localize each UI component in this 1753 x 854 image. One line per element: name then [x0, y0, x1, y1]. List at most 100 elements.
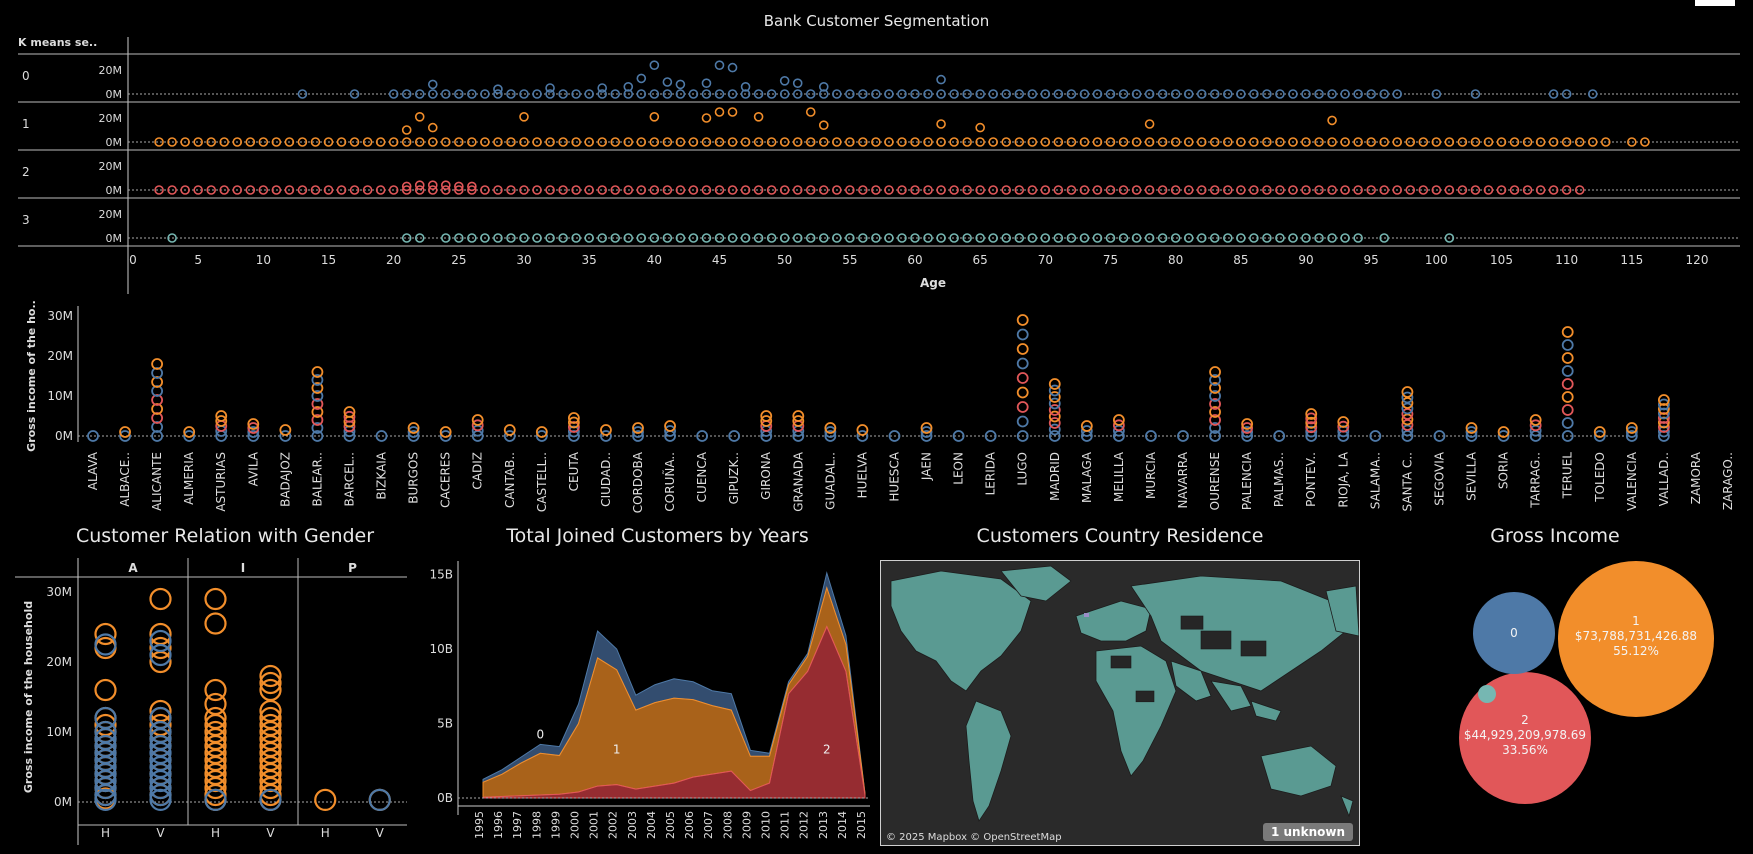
relation-gender-chart[interactable]: Gross income of the household 0M 10M 20M 30M… — [0, 555, 420, 854]
age-point — [923, 137, 933, 147]
x-tick: 2003 — [626, 811, 639, 839]
age-point — [1183, 233, 1194, 243]
age-point — [1288, 89, 1298, 99]
age-point — [936, 185, 946, 195]
age-point — [349, 137, 360, 147]
age-point — [1014, 89, 1025, 99]
province-point — [119, 430, 131, 442]
unfilled-country — [1200, 630, 1232, 650]
province-point — [151, 430, 164, 442]
province-point — [824, 426, 837, 438]
province-point — [311, 422, 324, 434]
age-point — [949, 233, 959, 243]
category-label: SALAMA.. — [1368, 452, 1382, 509]
province-point — [471, 414, 484, 426]
province-point — [567, 425, 580, 438]
age-point — [532, 137, 542, 147]
age-point — [623, 137, 634, 147]
province-point — [343, 410, 356, 423]
category-label: TERUEL — [1561, 452, 1575, 500]
age-point — [401, 137, 412, 147]
age-scatter-chart[interactable]: K means se.. 0 20M 0M 1 20M 0M 2 20M 0M 3 20M 0M 0 5 10… — [0, 34, 1753, 294]
age-point — [962, 89, 972, 99]
province-point — [1080, 425, 1093, 437]
age-point — [1379, 89, 1389, 99]
province-point — [1561, 365, 1574, 377]
land-shape — [1210, 680, 1252, 712]
age-point — [401, 89, 412, 99]
province-income-chart[interactable]: Gross income of the ho.. 0M 10M 20M 30M ALAVA… — [0, 296, 1753, 514]
relation-point — [149, 783, 172, 807]
age-point — [818, 137, 829, 147]
age-point — [884, 233, 894, 243]
category-label: LUGO — [1016, 452, 1030, 486]
age-point — [897, 185, 907, 195]
province-point — [1016, 314, 1029, 326]
x-tick: 2004 — [645, 811, 658, 839]
category-label: HUELVA — [855, 451, 869, 498]
area-label: 1 — [613, 742, 621, 756]
age-point — [1431, 185, 1442, 195]
age-point — [1236, 185, 1246, 195]
age-point — [284, 137, 295, 147]
category-label: SEVILLA — [1465, 451, 1479, 501]
y-tick: 10M — [47, 389, 73, 403]
province-point — [952, 430, 965, 442]
age-point — [1483, 185, 1494, 195]
age-point — [440, 180, 451, 190]
unknown-badge[interactable]: 1 unknown — [1262, 823, 1353, 841]
age-point — [675, 89, 686, 99]
age-point — [805, 89, 816, 99]
province-point — [247, 426, 260, 438]
age-point — [480, 185, 490, 195]
province-point — [183, 430, 196, 442]
dashboard-title: Bank Customer Segmentation — [763, 12, 990, 30]
x-tick: 2000 — [569, 811, 582, 839]
category-label: MELILLA — [1112, 451, 1126, 502]
age-point — [1183, 89, 1194, 99]
map-panel[interactable]: © 2025 Mapbox © OpenStreetMap 1 unknown — [880, 560, 1360, 846]
x-tick: 95 — [1364, 253, 1379, 267]
x-tick: 2005 — [664, 811, 677, 839]
province-point — [1657, 421, 1670, 433]
relation-point — [149, 587, 172, 611]
y-tick: 30M — [46, 585, 72, 599]
x-tick: 1995 — [473, 811, 486, 839]
age-point — [975, 89, 985, 99]
province-point — [1561, 378, 1574, 390]
province-point — [1016, 343, 1029, 355]
province-point — [1465, 430, 1478, 442]
age-point — [1574, 185, 1585, 195]
relation-point — [94, 783, 117, 807]
age-point — [1066, 89, 1077, 99]
x-tick: 2011 — [779, 811, 792, 839]
corner-control[interactable] — [1695, 0, 1735, 6]
province-point — [407, 430, 420, 442]
world-map[interactable] — [881, 561, 1359, 845]
x-tick: 15 — [321, 253, 336, 267]
age-point — [740, 81, 751, 92]
age-point — [662, 233, 673, 243]
unfilled-country — [1180, 615, 1204, 630]
category-label: CORDOBA — [631, 451, 645, 513]
land-shape — [1340, 795, 1354, 818]
age-point — [662, 137, 673, 147]
age-point — [1275, 185, 1285, 195]
age-point — [414, 137, 425, 147]
age-point — [1223, 89, 1233, 99]
age-point — [1131, 89, 1142, 99]
age-point — [1236, 137, 1246, 147]
relation-point — [259, 671, 282, 695]
age-point — [1392, 137, 1403, 147]
age-point — [584, 89, 594, 99]
age-point — [545, 185, 555, 195]
age-point — [1053, 89, 1064, 99]
age-point — [1105, 137, 1116, 147]
age-point — [467, 185, 477, 195]
province-point — [1209, 422, 1221, 434]
area-series-2 — [482, 625, 866, 799]
province-point — [1209, 430, 1221, 442]
age-point — [440, 89, 451, 99]
